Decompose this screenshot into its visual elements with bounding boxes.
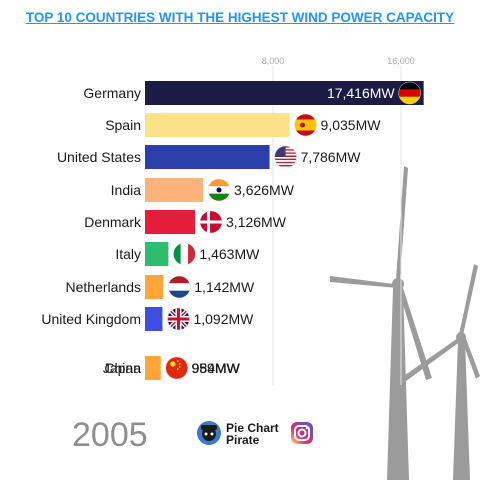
x-tick-label: 8,000 (262, 56, 285, 66)
category-label: Germany (83, 85, 141, 101)
italy-flag-icon (173, 242, 196, 266)
uk-flag-icon (167, 307, 190, 331)
spain-flag-icon (294, 113, 317, 137)
value-label: 984MW (192, 360, 241, 376)
bar (145, 178, 204, 202)
category-label: Japan (103, 360, 141, 376)
value-label: 9,035MW (321, 117, 382, 133)
value-label: 7,786MW (301, 149, 362, 165)
usa-flag-icon (274, 145, 297, 169)
bar (145, 307, 163, 331)
category-label: Spain (105, 117, 141, 133)
category-label: China (104, 360, 141, 376)
pirate-logo-icon (197, 421, 221, 445)
germany-flag-icon (398, 81, 421, 105)
category-label: United States (57, 149, 141, 165)
bar (145, 113, 290, 137)
instagram-icon (291, 422, 313, 444)
netherlands-flag-icon (168, 275, 191, 299)
year-label: 2005 (72, 416, 148, 454)
bar (145, 81, 424, 105)
value-label: 3,126MW (226, 214, 287, 230)
bar (145, 145, 270, 169)
value-label: 1,463MW (199, 246, 260, 262)
denmark-flag-icon (199, 210, 223, 234)
chart-title: TOP 10 COUNTRIES WITH THE HIGHEST WIND P… (25, 10, 455, 25)
x-tick-label: 16,000 (387, 56, 415, 66)
bar (145, 356, 161, 380)
bar (145, 242, 169, 266)
category-label: India (111, 182, 142, 198)
value-label: 17,416MW (327, 85, 395, 101)
brand-name: Pie Chart Pirate (226, 421, 279, 447)
value-label: 1,092MW (193, 311, 254, 327)
value-label: 1,142MW (194, 279, 255, 295)
india-flag-icon (207, 178, 231, 202)
category-label: United Kingdom (41, 311, 141, 327)
category-label: Denmark (84, 214, 142, 230)
value-label: 3,626MW (234, 182, 295, 198)
bar (145, 210, 196, 234)
bar (145, 275, 164, 299)
category-label: Italy (115, 246, 141, 262)
china-flag-icon (165, 356, 188, 380)
category-label: Netherlands (66, 279, 142, 295)
value-label: 959MW (191, 360, 240, 376)
